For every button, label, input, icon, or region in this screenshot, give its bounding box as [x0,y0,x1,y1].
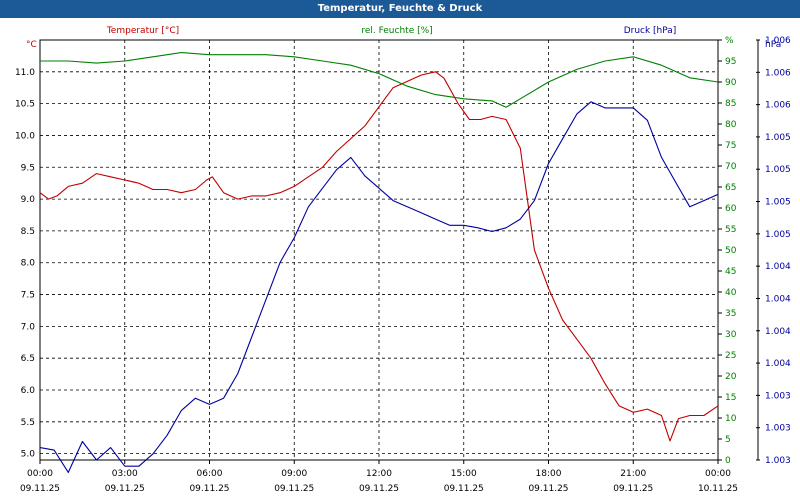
x-tick-time: 12:00 [366,469,392,479]
pressure-tick-label: 1.005 [765,198,791,208]
humidity-tick-label: 35 [725,309,736,319]
x-tick-date: 10.11.25 [698,484,738,494]
pressure-tick-label: 1.006 [765,68,791,78]
temperature-line [39,71,719,442]
humidity-tick-label: % [725,36,734,46]
x-tick-time: 09:00 [281,469,307,479]
x-tick-time: 00:00 [27,469,53,479]
x-tick-date: 09.11.25 [359,484,399,494]
left-tick-label: 5.5 [21,418,35,428]
humidity-tick-label: 80 [725,120,737,130]
humidity-tick-label: 45 [725,267,736,277]
humidity-tick-label: 25 [725,351,736,361]
left-tick-label: 11.0 [15,68,35,78]
left-tick-label: 5.0 [21,450,36,460]
legend-pressure: Druck [hPa] [624,26,677,36]
humidity-tick-label: 90 [725,78,737,88]
x-tick-time: 15:00 [451,469,477,479]
pressure-tick-label: 1.003 [765,391,791,401]
x-tick-date: 09.11.25 [189,484,229,494]
pressure-tick-label: 1.006 [765,36,791,46]
left-tick-label: 9.5 [21,163,35,173]
humidity-tick-label: 95 [725,57,736,67]
humidity-tick-label: 70 [725,162,737,172]
humidity-tick-label: 85 [725,99,736,109]
x-tick-time: 06:00 [197,469,223,479]
pressure-tick-label: 1.006 [765,101,791,111]
x-tick-date: 09.11.25 [613,484,653,494]
humidity-tick-label: 10 [725,414,737,424]
humidity-line [40,52,719,108]
humidity-tick-label: 40 [725,288,737,298]
left-tick-label: 10.5 [15,100,35,110]
left-tick-label: 6.5 [21,354,35,364]
left-tick-label: 9.0 [21,195,36,205]
left-tick-label: 10.0 [15,131,35,141]
pressure-tick-label: 1.004 [765,262,791,272]
humidity-tick-label: 0 [725,456,731,466]
left-tick-label: 8.0 [21,259,36,269]
humidity-tick-label: 65 [725,183,736,193]
humidity-tick-label: 15 [725,393,736,403]
temperature-unit: °C [26,40,37,50]
pressure-tick-label: 1.003 [765,424,791,434]
pressure-tick-label: 1.003 [765,456,791,466]
x-tick-time: 03:00 [112,469,138,479]
x-tick-date: 09.11.25 [105,484,145,494]
pressure-tick-label: 1.004 [765,294,791,304]
left-tick-label: 7.0 [21,322,36,332]
window-title: Temperatur, Feuchte & Druck [0,0,800,18]
humidity-tick-label: 55 [725,225,736,235]
left-tick-label: 8.5 [21,227,35,237]
humidity-tick-label: 75 [725,141,736,151]
x-tick-date: 09.11.25 [20,484,60,494]
pressure-tick-label: 1.005 [765,165,791,175]
humidity-tick-label: 60 [725,204,737,214]
x-tick-time: 18:00 [536,469,562,479]
left-tick-label: 6.0 [21,386,36,396]
x-tick-date: 09.11.25 [444,484,484,494]
pressure-tick-label: 1.004 [765,359,791,369]
humidity-tick-label: 5 [725,435,731,445]
pressure-tick-label: 1.005 [765,133,791,143]
x-tick-date: 09.11.25 [274,484,314,494]
legend-humidity: rel. Feuchte [%] [361,26,432,36]
humidity-tick-label: 30 [725,330,737,340]
legend-temperature: Temperatur [°C] [106,26,179,36]
pressure-line [39,101,719,473]
humidity-tick-label: 50 [725,246,737,256]
x-tick-time: 21:00 [620,469,646,479]
x-tick-time: 00:00 [705,469,731,479]
pressure-unit: hPa [765,40,781,50]
pressure-tick-label: 1.005 [765,230,791,240]
x-tick-date: 09.11.25 [528,484,568,494]
pressure-tick-label: 1.004 [765,327,791,337]
humidity-tick-label: 20 [725,372,737,382]
left-tick-label: 7.5 [21,291,35,301]
